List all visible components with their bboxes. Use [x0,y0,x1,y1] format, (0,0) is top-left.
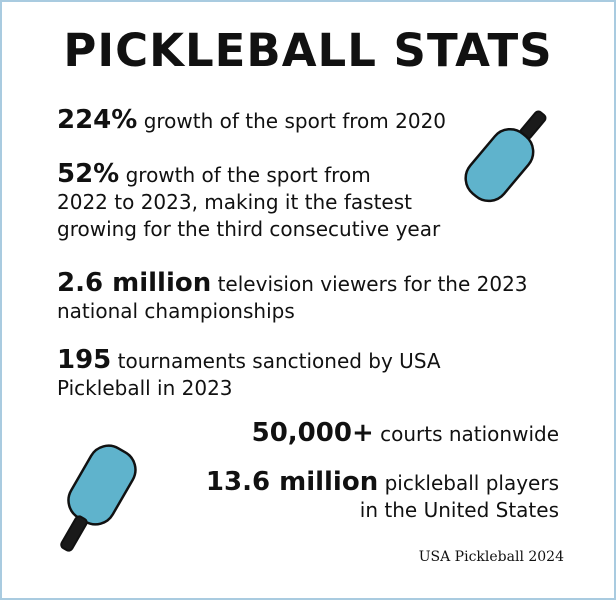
stat-text: growth of the sport from 2022 to 2023, m… [57,163,441,241]
stat-tv-viewers: 2.6 million television viewers for the 2… [57,270,577,325]
page-title: PICKLEBALL STATS [63,24,553,77]
stat-value: 52% [57,159,120,189]
stat-text: pickleball players in the United States [359,471,559,522]
stat-growth-2023: 52% growth of the sport from 2022 to 202… [57,161,497,243]
stat-text: television viewers for the 2023 national… [57,272,528,323]
stat-courts: 50,000+ courts nationwide [252,420,559,448]
stat-tournaments: 195 tournaments sanctioned by USA Pickle… [57,347,497,402]
stat-text: growth of the sport from 2020 [143,109,447,133]
stat-players: 13.6 million pickleball players in the U… [179,469,559,524]
stat-text: courts nationwide [380,422,559,446]
stat-text: tournaments sanctioned by USA Pickleball… [57,349,441,400]
pickleball-paddle-icon [60,444,137,552]
source-credit: USA Pickleball 2024 [418,549,564,565]
stat-value: 224% [57,105,138,135]
stat-value: 195 [57,345,112,375]
stat-value: 2.6 million [57,268,212,298]
stat-value: 13.6 million [205,467,379,497]
stat-growth-2020: 224% growth of the sport from 2020 [57,107,446,135]
pickleball-paddle-icon [464,110,547,203]
stat-value: 50,000+ [251,418,374,448]
